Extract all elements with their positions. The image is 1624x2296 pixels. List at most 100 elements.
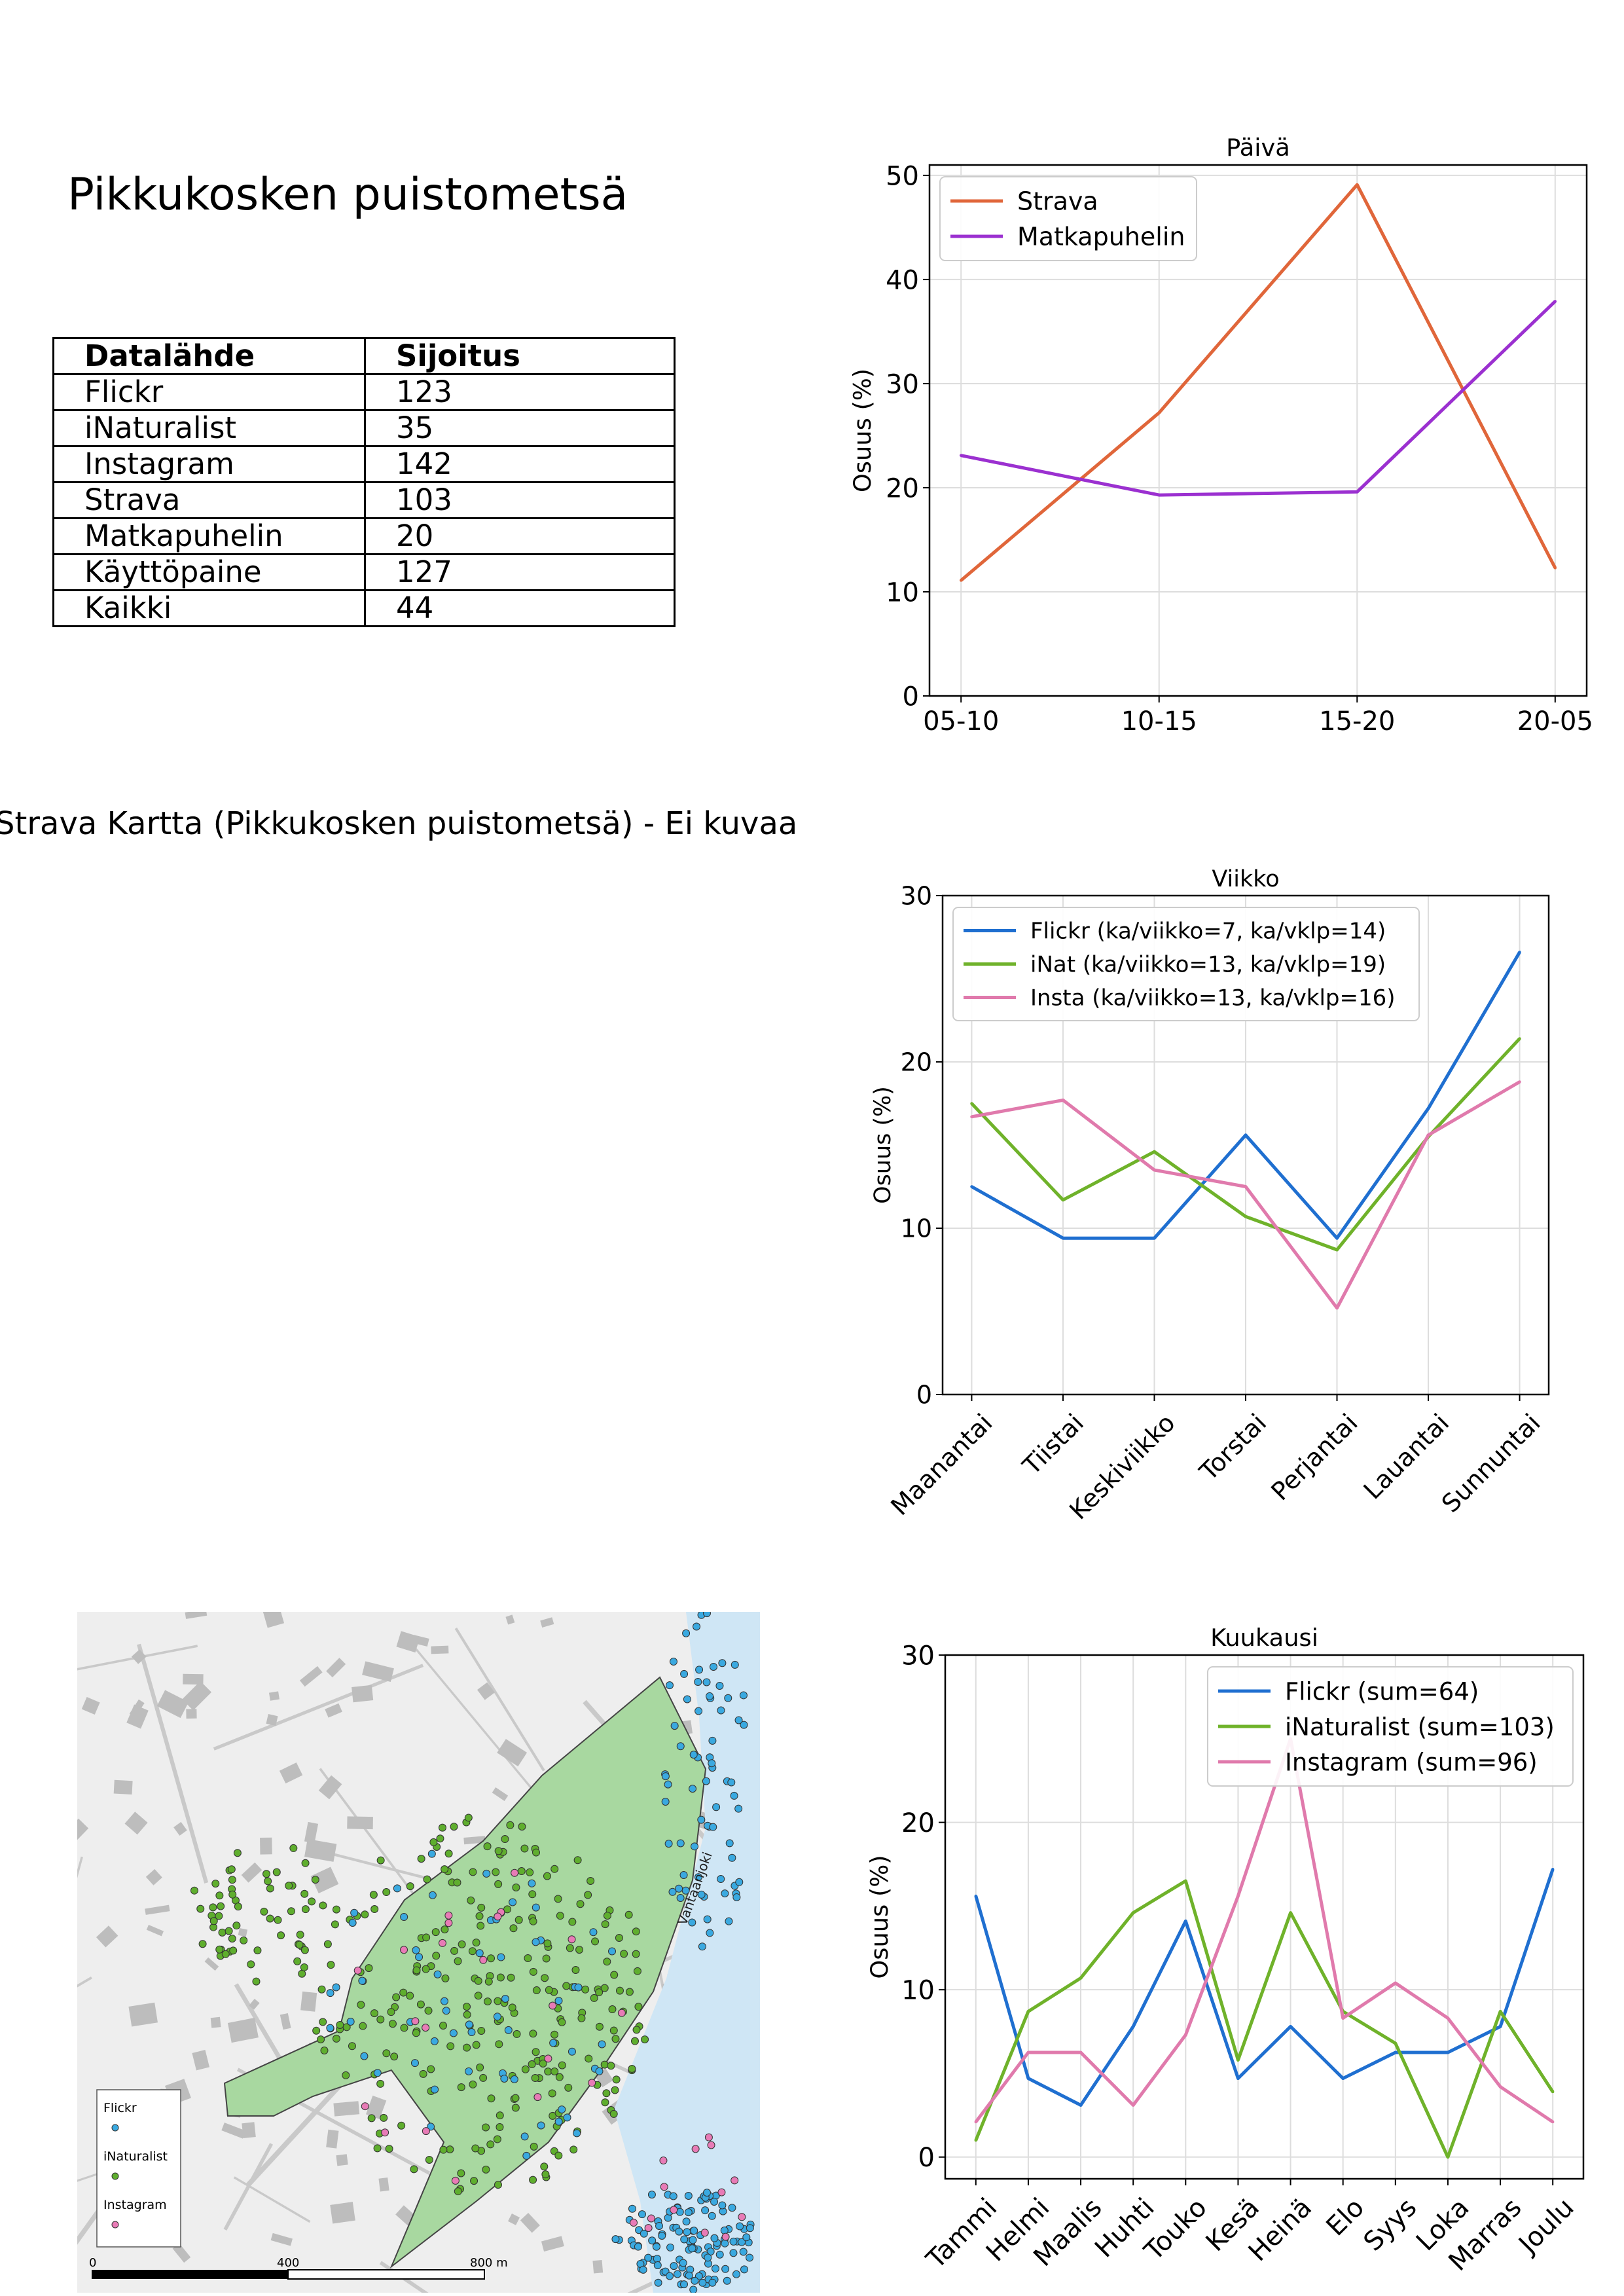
inaturalist-point — [319, 1901, 327, 1910]
flickr-point — [702, 1777, 710, 1785]
data-point — [1153, 1237, 1156, 1240]
building — [182, 1681, 212, 1711]
flickr-point — [537, 2121, 545, 2130]
flickr-point — [676, 1742, 685, 1751]
instagram-point — [617, 2009, 626, 2017]
flickr-point — [589, 1928, 598, 1937]
inaturalist-point — [586, 1876, 595, 1885]
inaturalist-point — [531, 2074, 539, 2083]
instagram-point — [444, 1911, 453, 1920]
data-point — [1394, 2050, 1398, 2054]
inaturalist-point — [425, 2155, 433, 2164]
inaturalist-point — [348, 2042, 356, 2050]
data-point — [974, 2139, 977, 2142]
inaturalist-point — [450, 1823, 458, 1831]
building — [227, 2017, 259, 2043]
series-line — [974, 1737, 1554, 2124]
flickr-point — [715, 1682, 724, 1690]
flickr-point — [721, 1889, 729, 1898]
inaturalist-point — [544, 2068, 552, 2076]
flickr-point — [664, 1780, 672, 1789]
data-point — [1079, 1977, 1083, 1980]
inaturalist-point — [486, 2140, 495, 2149]
flickr-point — [729, 2237, 738, 2246]
flickr-point — [732, 1893, 741, 1901]
inaturalist-point — [608, 2005, 617, 2014]
building — [128, 2002, 158, 2027]
x-tick-label: Torstai — [1194, 1408, 1272, 1487]
flickr-point — [666, 2243, 675, 2251]
building — [540, 1617, 554, 1628]
inaturalist-point — [575, 1946, 584, 1954]
map-legend-box — [96, 2089, 181, 2248]
data-point — [959, 579, 963, 582]
flickr-point — [670, 2262, 678, 2270]
table-cell-rank: 35 — [364, 409, 676, 447]
flickr-point — [430, 2037, 439, 2045]
inaturalist-point — [494, 1847, 503, 1855]
building — [330, 2202, 355, 2224]
inaturalist-point — [518, 1823, 526, 1831]
data-point — [1026, 2050, 1030, 2054]
inaturalist-point — [266, 1884, 274, 1893]
flickr-point — [717, 1875, 725, 1884]
inaturalist-point — [612, 2075, 621, 2084]
building — [96, 1925, 118, 1948]
flickr-point — [710, 2234, 719, 2242]
inaturalist-point — [496, 1973, 505, 1982]
inaturalist-point — [477, 2026, 486, 2035]
flickr-point — [648, 2236, 657, 2245]
inaturalist-point — [412, 2029, 420, 2037]
data-point — [1061, 1198, 1065, 1202]
data-point — [1426, 1133, 1430, 1137]
inaturalist-point — [450, 1946, 459, 1955]
inaturalist-point — [446, 2145, 454, 2154]
flickr-point — [740, 2265, 748, 2274]
flickr-point — [717, 1706, 725, 1715]
data-point — [1236, 2058, 1240, 2062]
y-tick-label: 20 — [901, 1808, 935, 1838]
strava-map-title: Strava Kartta (Pikkukosken puistometsä) … — [0, 805, 798, 842]
data-point — [1341, 2077, 1344, 2080]
flickr-point — [698, 1942, 706, 1951]
map-legend-instagram: Instagram — [103, 2198, 167, 2212]
inaturalist-point — [554, 2151, 563, 2160]
flickr-point — [746, 2224, 754, 2232]
inaturalist-point — [229, 1946, 238, 1955]
inaturalist-point — [441, 1925, 449, 1934]
inaturalist-point — [234, 1903, 242, 1911]
inaturalist-point — [566, 1944, 574, 1952]
inaturalist-point — [609, 2109, 618, 2118]
inaturalist-point — [240, 1936, 248, 1944]
building — [129, 1699, 145, 1718]
flickr-point — [673, 2270, 681, 2278]
inaturalist-point — [332, 1905, 340, 1914]
inaturalist-point — [476, 2063, 484, 2071]
flickr-point — [475, 1949, 484, 1958]
inaturalist-point — [301, 1905, 310, 1914]
inaturalist-point — [211, 1880, 220, 1888]
flickr-point — [655, 2222, 664, 2231]
data-point — [1289, 1911, 1292, 1914]
inaturalist-point — [370, 2009, 378, 2018]
building — [378, 2178, 389, 2192]
flickr-point — [442, 2007, 450, 2015]
flickr-point — [734, 1716, 743, 1724]
flickr-point — [647, 2191, 656, 2199]
inaturalist-point — [529, 2176, 537, 2184]
flickr-point — [711, 2265, 719, 2273]
inaturalist-point — [376, 1856, 385, 1865]
flickr-point — [639, 2265, 647, 2274]
inaturalist-point — [632, 1927, 640, 1936]
legend-label: Matkapuhelin — [1017, 223, 1185, 251]
building — [262, 1612, 285, 1628]
flickr-point — [738, 2238, 746, 2246]
chart-legend: Strava Matkapuhelin — [939, 176, 1197, 261]
flickr-point — [666, 2272, 674, 2280]
inaturalist-point — [198, 1940, 207, 1948]
building — [541, 2236, 564, 2252]
building — [396, 1631, 420, 1653]
data-point — [1498, 2085, 1502, 2088]
map-legend-flickr: Flickr — [103, 2101, 137, 2115]
table-cell-source: Strava — [52, 481, 366, 519]
